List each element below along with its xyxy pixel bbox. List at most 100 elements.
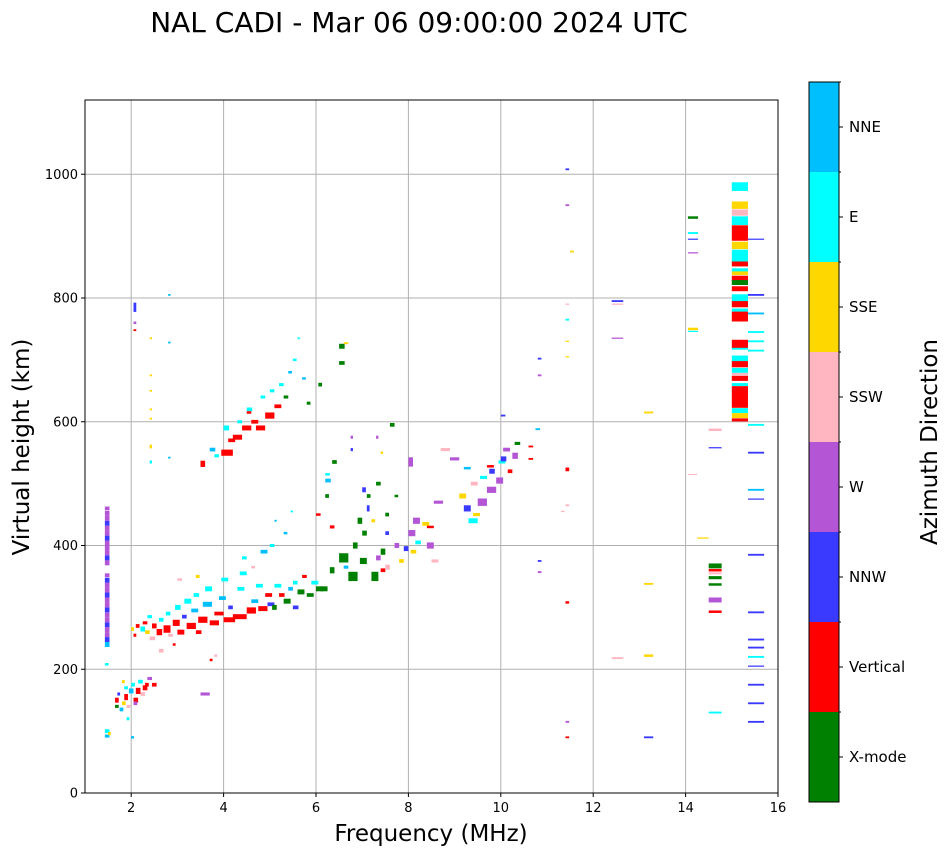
data-point-nne: [104, 642, 110, 647]
data-point-e: [221, 577, 229, 582]
data-point-vertical: [177, 629, 185, 635]
data-point-vertical: [708, 610, 722, 613]
data-point-ssw: [708, 428, 722, 432]
data-point-nnw: [747, 638, 765, 641]
data-point-nnw: [747, 702, 765, 705]
data-point-vertical: [151, 682, 157, 687]
data-point-x-mode: [320, 586, 328, 592]
data-point-vertical: [133, 697, 139, 703]
data-point-nnw: [463, 505, 471, 512]
data-point-sse: [371, 519, 376, 523]
data-point-e: [237, 420, 243, 424]
data-point-e: [415, 540, 421, 545]
data-point-vertical: [528, 445, 534, 448]
y-tick-label: 400: [53, 539, 78, 554]
x-tick-label: 2: [127, 801, 135, 816]
data-point-e: [747, 655, 765, 658]
data-point-e: [731, 383, 748, 387]
data-point-nnw: [104, 637, 110, 643]
data-point-w: [104, 602, 110, 608]
data-point-x-mode: [329, 567, 335, 574]
data-point-e: [480, 475, 487, 479]
data-point-e: [274, 583, 282, 588]
data-point-e: [290, 510, 293, 513]
data-point-nne: [168, 293, 171, 296]
data-point-w: [104, 632, 110, 638]
data-point-w: [133, 701, 138, 706]
data-point-nnw: [747, 451, 765, 454]
data-point-vertical: [246, 411, 252, 414]
data-point-sse: [108, 732, 111, 736]
data-point-sse: [399, 559, 404, 563]
data-point-vertical: [163, 625, 171, 633]
data-point-vertical: [223, 617, 236, 623]
data-point-vertical: [198, 616, 208, 623]
data-point-e: [311, 580, 319, 585]
colorbar-frame: [808, 81, 840, 803]
data-point-nnw: [104, 520, 110, 526]
data-point-nnw: [104, 535, 110, 541]
data-point-ssw: [214, 654, 218, 657]
data-point-e: [708, 711, 722, 714]
data-point-e: [214, 454, 219, 458]
data-point-nne: [535, 428, 541, 431]
data-point-nne: [747, 312, 765, 315]
data-point-nne: [302, 377, 306, 380]
data-point-w: [708, 597, 722, 603]
data-point-e: [498, 460, 506, 464]
y-tick-label: 800: [53, 292, 78, 307]
data-point-e: [747, 340, 765, 343]
data-point-x-mode: [348, 571, 358, 582]
data-point-nnw: [350, 448, 353, 452]
data-point-w: [408, 457, 414, 467]
data-point-nnw: [747, 498, 765, 500]
data-point-e: [138, 679, 143, 684]
data-point-nne: [274, 519, 277, 522]
colorbar-swatch: [809, 442, 839, 532]
data-point-x-mode: [359, 557, 367, 565]
colorbar-tick-label: Vertical: [849, 658, 905, 676]
colorbar-tick-label: W: [849, 478, 864, 496]
data-point-e: [205, 586, 213, 592]
data-point-vertical: [195, 630, 202, 634]
data-point-w: [687, 252, 699, 254]
x-tick-label: 16: [770, 801, 787, 816]
data-point-e: [747, 423, 765, 426]
colorbar-swatch: [809, 352, 839, 442]
data-point-nne: [325, 478, 331, 483]
data-point-e: [325, 473, 330, 476]
data-point-ssw: [565, 303, 570, 305]
data-point-sse: [565, 356, 570, 358]
data-point-ssw: [731, 209, 748, 216]
colorbar-swatch: [809, 712, 839, 802]
data-point-vertical: [221, 449, 233, 456]
data-point-e: [565, 318, 570, 321]
y-axis-label: Virtual height (km): [9, 339, 35, 556]
data-point-vertical: [731, 418, 748, 422]
data-point-x-mode: [731, 280, 748, 286]
data-point-nnw: [403, 546, 409, 552]
data-point-w: [133, 321, 137, 324]
x-axis-label: Frequency (MHz): [334, 821, 527, 847]
data-point-nnw: [182, 614, 187, 619]
data-point-w: [408, 530, 416, 537]
data-point-x-mode: [371, 571, 379, 582]
data-point-e: [184, 598, 192, 604]
data-point-ssw: [440, 448, 450, 452]
data-point-vertical: [232, 434, 243, 440]
data-point-ssw: [251, 565, 256, 569]
data-point-nnw: [747, 646, 765, 649]
data-point-e: [165, 611, 171, 616]
data-point-x-mode: [385, 512, 389, 517]
data-point-sse: [731, 201, 748, 209]
data-point-sse: [644, 654, 654, 657]
data-point-nnw: [747, 238, 765, 240]
data-point-nnw: [385, 531, 389, 535]
data-point-x-mode: [352, 542, 358, 549]
data-point-vertical: [265, 593, 273, 597]
data-point-vertical: [172, 643, 176, 646]
data-point-nnw: [133, 302, 137, 312]
data-point-e: [140, 626, 146, 632]
data-point-nne: [218, 596, 226, 600]
data-point-ssw: [470, 481, 478, 486]
